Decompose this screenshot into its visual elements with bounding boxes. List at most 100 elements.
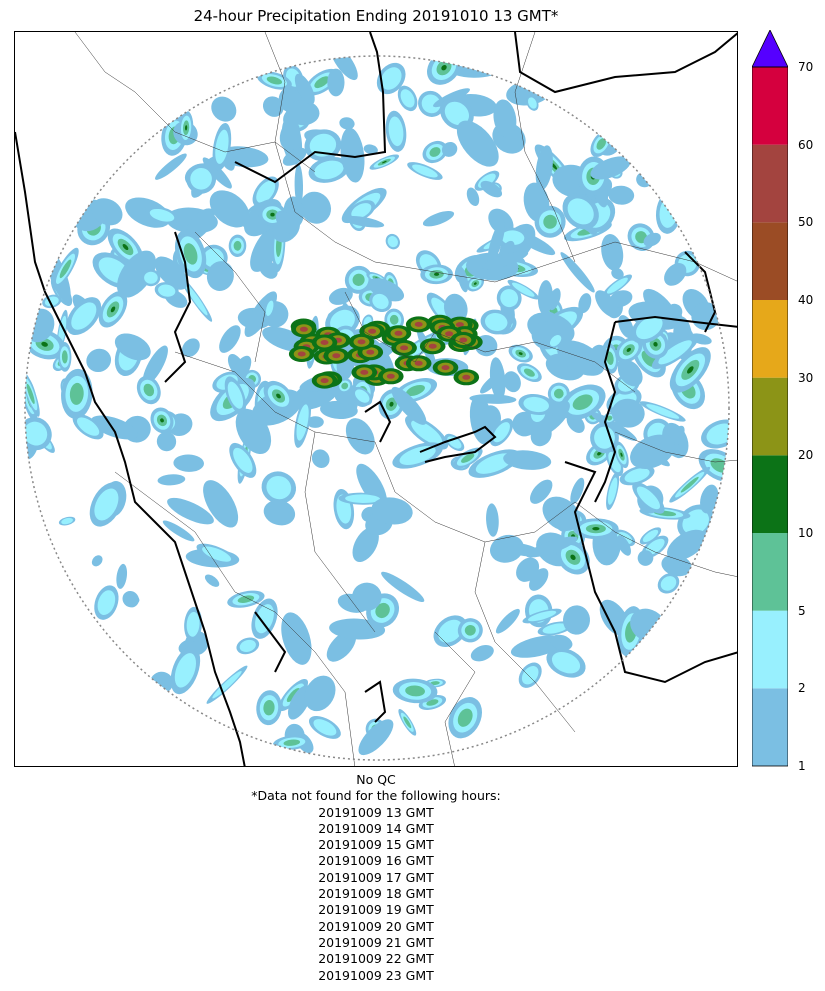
precipitation-cell (202, 157, 232, 189)
precipitation-cell (482, 251, 529, 270)
precipitation-core (428, 343, 437, 349)
precipitation-cell (660, 576, 677, 591)
precipitation-cell (608, 185, 635, 205)
precipitation-core (320, 378, 329, 384)
precipitation-cell (59, 259, 72, 279)
precipitation-cell (411, 420, 443, 445)
precipitation-core (386, 373, 395, 379)
precipitation-cell (162, 520, 195, 542)
precipitation-cell (457, 708, 473, 727)
missing-hour: 20191009 22 GMT (318, 951, 434, 967)
precipitation-cell (61, 350, 68, 364)
precipitation-cell (122, 243, 129, 251)
precipitation-cell (578, 293, 592, 314)
precipitation-cell (642, 529, 659, 543)
precipitation-cell (256, 180, 276, 204)
precipitation-cell (340, 127, 365, 183)
precipitation-cell (71, 302, 97, 330)
precipitation-cell (184, 125, 188, 131)
precipitation-cell (493, 422, 510, 443)
precipitation-cell (372, 293, 389, 310)
precipitation-core (455, 322, 464, 328)
precipitation-core (320, 340, 329, 345)
precipitation-cell (537, 280, 553, 315)
colorbar-tick-label: 2 (798, 681, 806, 696)
precipitation-core (400, 345, 409, 351)
precipitation-cell (91, 555, 103, 567)
precipitation-cell (286, 100, 320, 126)
precipitation-cell (314, 160, 344, 180)
precipitation-core (414, 360, 423, 366)
precipitation-cell (624, 468, 650, 483)
precipitation-cell (202, 546, 232, 562)
precipitation-cell (601, 233, 624, 271)
radar-precipitation-map (14, 31, 738, 767)
missing-hour: 20191009 17 GMT (318, 869, 434, 885)
colorbar-tick-label: 20 (798, 448, 814, 463)
precipitation-core (357, 339, 366, 345)
missing-hour: 20191009 18 GMT (318, 886, 434, 902)
precipitation-cell (469, 394, 517, 404)
precipitation-cell (116, 250, 157, 298)
precipitation-cell (501, 230, 525, 246)
precipitation-cell (626, 347, 631, 352)
qc-note: No QC (356, 772, 396, 787)
precipitation-cell (94, 488, 119, 521)
precipitation-cell (387, 236, 398, 248)
precipitation-cell (389, 314, 399, 325)
precipitation-cell (529, 479, 553, 504)
precipitation-cell (283, 739, 301, 746)
precipitation-cell (367, 278, 405, 302)
colorbar-bin (752, 300, 788, 378)
precipitation-cell (330, 56, 358, 81)
precipitation-cell (557, 340, 605, 376)
precipitation-cell (487, 219, 505, 265)
precipitation-cell (345, 494, 381, 504)
precipitation-cell (611, 398, 645, 428)
precipitation-core (441, 365, 450, 371)
missing-hour: 20191009 16 GMT (318, 853, 434, 869)
precipitation-cell (381, 160, 387, 164)
precipitation-cell (311, 449, 330, 468)
precipitation-cell (155, 153, 187, 180)
colorbar-bin (752, 222, 788, 300)
precipitation-cell (500, 289, 519, 308)
precipitation-cell (304, 675, 336, 712)
precipitation-cell (389, 401, 394, 407)
precipitation-cell (521, 666, 539, 685)
precipitation-cell (549, 335, 562, 347)
precipitation-cell (430, 681, 440, 686)
precipitation-cell (687, 366, 694, 374)
precipitation-core (299, 326, 308, 332)
map-title: 24-hour Precipitation Ending 20191010 13… (193, 7, 559, 25)
precipitation-cell (444, 101, 470, 126)
precipitation-cell (523, 368, 535, 377)
precipitation-cell (503, 371, 521, 393)
precipitation-cell (503, 450, 552, 470)
precipitation-cell (457, 266, 469, 293)
colorbar-bin (752, 688, 788, 766)
precipitation-cell (158, 284, 176, 297)
precipitation-cell (150, 671, 174, 694)
precipitation-cell (493, 99, 517, 138)
colorbar-tick-label: 5 (798, 603, 806, 618)
precipitation-cell (262, 96, 284, 117)
precipitation-cell (429, 147, 441, 157)
precipitation-cell (266, 76, 283, 85)
precipitation-cell (480, 180, 503, 198)
precipitation-cell (643, 232, 661, 247)
precipitation-cell (380, 67, 402, 90)
precipitation-cell (320, 400, 358, 419)
colorbar-tick-label: 10 (798, 526, 814, 540)
precipitation-cell (76, 417, 100, 436)
precipitation-cell (328, 287, 353, 305)
precipitation-core (297, 351, 306, 357)
precipitation-cell (512, 282, 535, 297)
colorbar-tick-label: 30 (798, 370, 814, 385)
precipitation-cell (528, 97, 537, 109)
precipitation-cell (617, 359, 643, 387)
precipitation-cell (466, 187, 480, 207)
precipitation-cell (391, 386, 427, 425)
precipitation-core (332, 353, 341, 359)
precipitation-cell (160, 418, 164, 423)
